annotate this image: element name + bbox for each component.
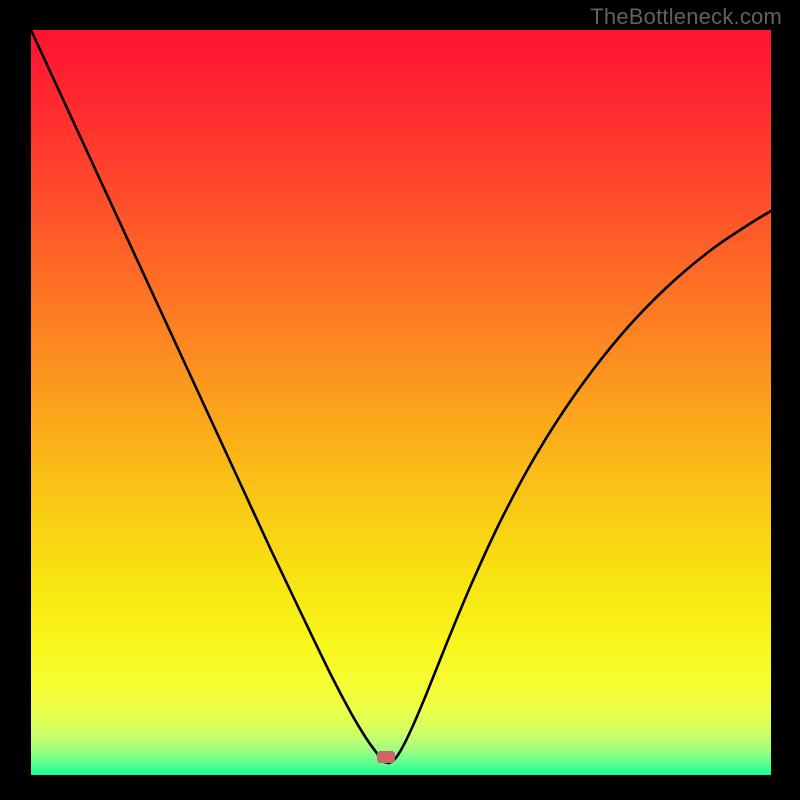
bottleneck-curve [31, 30, 771, 775]
watermark-text: TheBottleneck.com [590, 4, 782, 30]
minimum-marker [377, 751, 395, 763]
plot-area [31, 30, 771, 775]
